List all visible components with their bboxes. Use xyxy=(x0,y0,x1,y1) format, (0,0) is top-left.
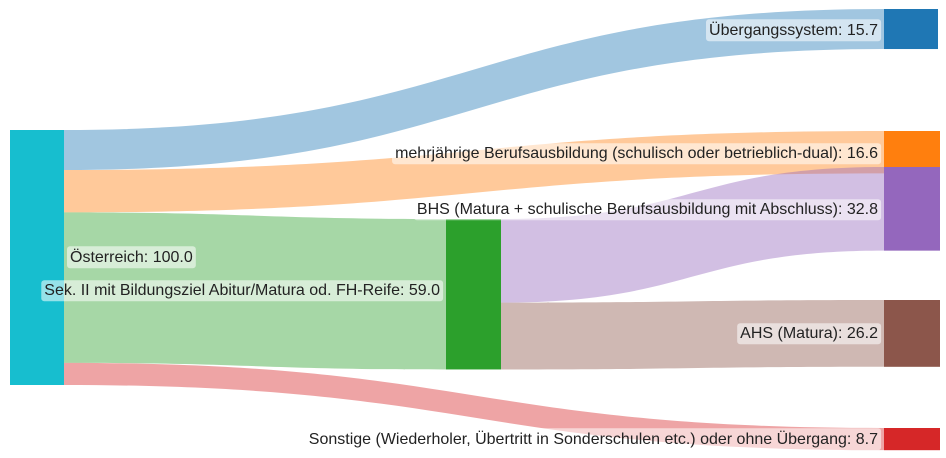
node-label-text-uebergang: Übergangssystem: 15.7 xyxy=(709,21,878,39)
link-sek2-to-ahs[interactable] xyxy=(501,300,884,370)
node-bhs[interactable] xyxy=(884,167,940,251)
node-berufsausbildung[interactable] xyxy=(884,131,940,174)
sankey-nodes xyxy=(10,9,940,451)
node-sonstige[interactable] xyxy=(884,428,940,451)
link-oesterreich-to-uebergang[interactable] xyxy=(64,9,884,171)
node-label-oesterreich: Österreich: 100.0 xyxy=(67,246,196,269)
node-label-text-bhs: BHS (Matura + schulische Berufsausbildun… xyxy=(417,201,878,218)
node-label-uebergang: Übergangssystem: 15.7 xyxy=(706,19,882,42)
node-label-ahs: AHS (Matura): 26.2 xyxy=(737,323,882,345)
node-label-berufsausbildung: mehrjährige Berufsausbildung (schulisch … xyxy=(392,143,882,165)
link-sek2-to-bhs[interactable] xyxy=(501,167,884,303)
node-label-bhs: BHS (Matura + schulische Berufsausbildun… xyxy=(413,199,882,221)
node-label-sek2: Sek. II mit Bildungsziel Abitur/Matura o… xyxy=(41,280,444,302)
node-label-text-sek2: Sek. II mit Bildungsziel Abitur/Matura o… xyxy=(44,282,440,299)
node-label-text-oesterreich: Österreich: 100.0 xyxy=(70,248,193,266)
node-ahs[interactable] xyxy=(884,300,940,367)
sankey-labels: Österreich: 100.0 Sek. II mit Bildungszie… xyxy=(41,19,882,451)
node-label-text-ahs: AHS (Matura): 26.2 xyxy=(740,325,878,342)
node-label-text-berufsausbildung: mehrjährige Berufsausbildung (schulisch … xyxy=(395,145,878,162)
node-label-sonstige: Sonstige (Wiederholer, Übertritt in Sond… xyxy=(305,428,882,451)
node-oesterreich[interactable] xyxy=(10,130,64,385)
node-sek2[interactable] xyxy=(446,219,501,370)
node-uebergang[interactable] xyxy=(884,9,938,50)
node-label-text-sonstige: Sonstige (Wiederholer, Übertritt in Sond… xyxy=(309,430,878,448)
